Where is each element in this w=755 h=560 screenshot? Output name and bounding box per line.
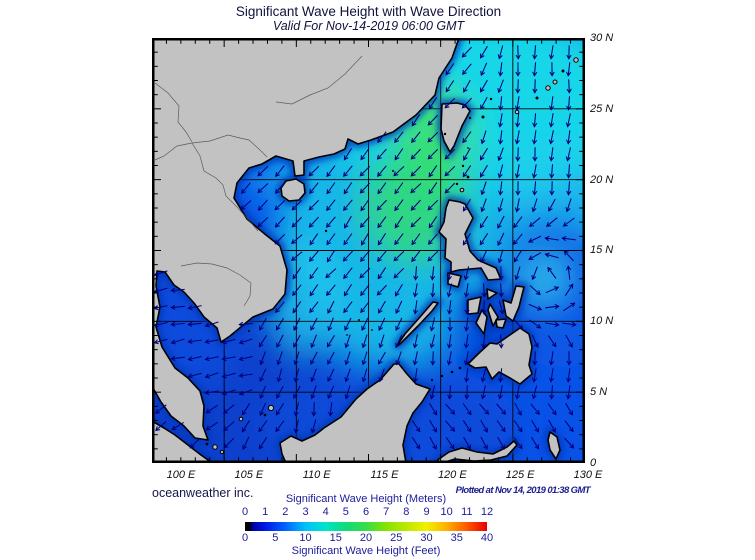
- colorbar-meters-tick: 7: [383, 506, 390, 518]
- lat-label: 20 N: [590, 173, 614, 186]
- colorbar-meters-tick: 0: [241, 506, 249, 518]
- lon-label: 110 E: [302, 469, 331, 481]
- colorbar-meters-tick: 5: [342, 506, 349, 518]
- colorbar-meters-tick: 6: [362, 506, 370, 518]
- page-title: Significant Wave Height with Wave Direct…: [235, 4, 502, 19]
- lon-label: 100 E: [166, 469, 196, 481]
- lon-label: 120 E: [437, 469, 467, 481]
- colorbar-feet-tick: 15: [329, 532, 342, 544]
- colorbar-meters-tick: 10: [440, 506, 453, 518]
- lat-label: 5 N: [590, 386, 608, 399]
- colorbar-gradient: [245, 522, 487, 531]
- lon-label: 115 E: [370, 469, 399, 481]
- colorbar-feet-tick: 0: [241, 532, 249, 544]
- plotted-timestamp: Plotted at Nov 14, 2019 01:38 GMT: [455, 485, 591, 496]
- lat-label: 15 N: [590, 244, 614, 257]
- lat-label: 10 N: [590, 315, 614, 328]
- valid-time-subtitle: Valid For Nov-14-2019 06:00 GMT: [272, 19, 465, 33]
- colorbar-meters-tick: 3: [302, 506, 309, 518]
- colorbar-meters-tick: 4: [322, 506, 329, 518]
- colorbar-meters-tick: 9: [423, 506, 430, 518]
- colorbar-feet-title: Significant Wave Height (Feet): [291, 545, 441, 557]
- lat-label: 25 N: [590, 102, 614, 115]
- colorbar-meters-tick: 1: [262, 506, 269, 518]
- lon-label: 105 E: [234, 469, 264, 481]
- colorbar-feet-tick: 40: [480, 532, 494, 544]
- colorbar-feet-tick: 35: [450, 532, 463, 544]
- colorbar-feet-tick: 10: [299, 532, 312, 544]
- lat-label: 0: [590, 456, 597, 469]
- colorbar-meters-tick: 8: [403, 506, 410, 518]
- lat-label: 30 N: [590, 32, 614, 44]
- lon-label: 125 E: [505, 469, 535, 481]
- colorbar-meters-title: Significant Wave Height (Meters): [285, 493, 447, 505]
- lon-label: 130 E: [573, 469, 603, 481]
- colorbar-meters-tick: 2: [282, 506, 289, 518]
- branding-oceanweather: oceanweather inc.: [152, 486, 254, 500]
- map-canvas: [152, 38, 585, 463]
- colorbar-feet-tick: 30: [420, 532, 433, 544]
- colorbar-meters-tick: 12: [480, 506, 494, 518]
- colorbar-meters-tick: 11: [461, 506, 473, 518]
- colorbar-feet-tick: 25: [390, 532, 403, 544]
- colorbar-feet-tick: 5: [272, 532, 279, 544]
- colorbar-feet-tick: 20: [359, 532, 373, 544]
